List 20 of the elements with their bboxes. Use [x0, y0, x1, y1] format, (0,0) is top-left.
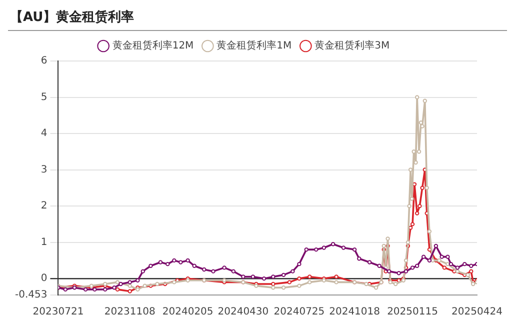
y-tick-label: 3: [40, 164, 48, 176]
chart-title: 【AU】黄金租赁利率: [8, 8, 507, 31]
legend-label: 黄金租赁利率3M: [314, 40, 390, 52]
x-tick-label: 20231108: [104, 306, 156, 318]
y-tick-label: 4: [40, 128, 48, 140]
x-tick-label: 20250424: [452, 306, 502, 318]
x-tick-label: 20230721: [32, 306, 84, 318]
y-tick-label: 1: [40, 236, 48, 248]
y-tick-label: 0: [40, 273, 48, 284]
x-tick-label: 20240430: [218, 306, 269, 318]
x-tick-label: 20250115: [387, 306, 438, 318]
legend-label: 黄金租赁利率1M: [216, 40, 292, 52]
y-tick-label: 2: [40, 200, 48, 212]
y-tick-label: 6: [40, 56, 48, 67]
x-tick-label: 20241018: [329, 306, 380, 318]
legend-label: 黄金租赁利率12M: [112, 40, 194, 52]
y-tick-label: 5: [40, 92, 48, 103]
x-tick-label: 20240725: [274, 306, 325, 318]
x-tick-label: 20240205: [162, 306, 214, 318]
y-tick-label: -0.453: [14, 290, 48, 301]
